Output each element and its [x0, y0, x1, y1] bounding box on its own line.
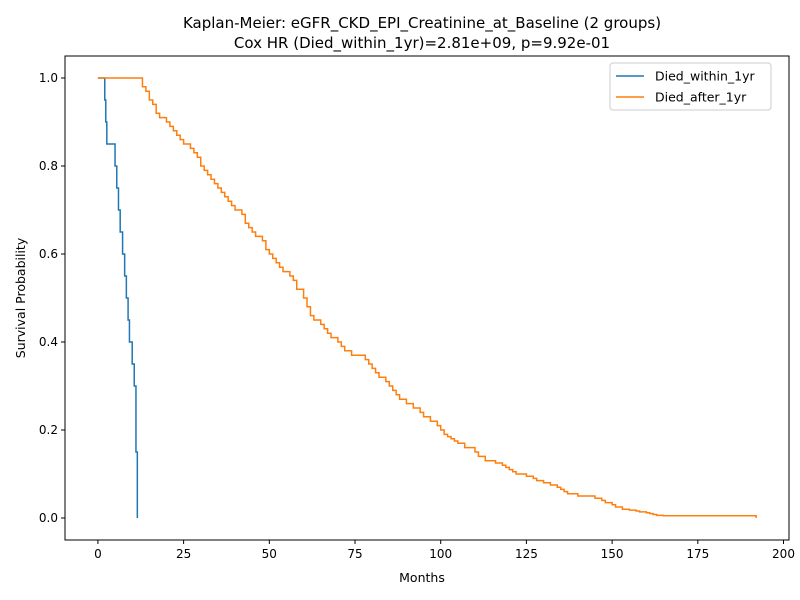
y-tick-label: 0.8: [39, 159, 58, 173]
x-tick-label: 100: [429, 547, 452, 561]
x-axis-label: Months: [399, 570, 445, 585]
x-tick-label: 0: [94, 547, 102, 561]
y-tick-label: 1.0: [39, 71, 58, 85]
chart-subtitle: Cox HR (Died_within_1yr)=2.81e+09, p=9.9…: [234, 34, 610, 53]
x-tick-label: 125: [515, 547, 538, 561]
x-tick-label: 25: [176, 547, 191, 561]
series-line-1: [97, 77, 757, 518]
y-tick-label: 0.0: [39, 511, 58, 525]
y-tick-label: 0.2: [39, 423, 58, 437]
series-layer: [97, 77, 757, 518]
series-line-0: [97, 77, 139, 518]
plot-area: [64, 55, 790, 541]
y-axis: 0.0 0.2 0.4 0.6 0.8 1.0: [39, 71, 65, 525]
plot-background: [65, 56, 789, 540]
x-tick-label: 150: [601, 547, 624, 561]
x-axis: 0 25 50 75 100 125 150 175 200: [94, 540, 795, 561]
legend-label: Died_within_1yr: [655, 69, 755, 84]
x-tick-label: 50: [262, 547, 277, 561]
legend-label: Died_after_1yr: [655, 90, 747, 105]
x-tick-label: 75: [347, 547, 362, 561]
y-tick-label: 0.4: [39, 335, 58, 349]
plot-frame: [64, 55, 790, 541]
y-tick-label: 0.6: [39, 247, 58, 261]
legend-box: [609, 62, 772, 111]
x-tick-label: 200: [772, 547, 795, 561]
legend: Died_within_1yr Died_after_1yr: [609, 62, 772, 111]
y-axis-label: Survival Probability: [13, 237, 28, 358]
chart-title: Kaplan-Meier: eGFR_CKD_EPI_Creatinine_at…: [183, 14, 661, 33]
x-tick-label: 175: [686, 547, 709, 561]
